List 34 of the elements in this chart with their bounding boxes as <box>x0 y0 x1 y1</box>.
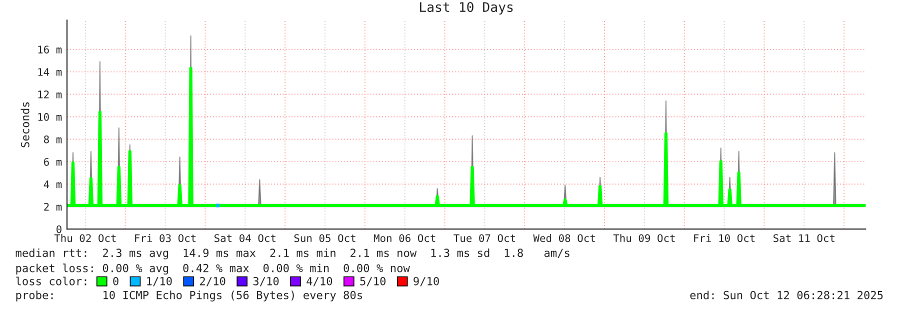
x-tick-label: Fri 10 Oct <box>694 234 755 242</box>
legend-label: 0 <box>113 276 118 286</box>
text: median rtt: 2.3 ms avg 14.9 ms max 2.1 ms min 2.1 ms now 1.3 ms sd 1.8 am/s <box>16 248 570 260</box>
y-tick-label: 12 m <box>38 90 62 98</box>
x-tick-label: Sat 11 Oct <box>774 234 834 242</box>
y-tick-label: 2 m <box>44 202 62 211</box>
text: packet loss: 0.00 % avg 0.42 % max 0.00 % min 0.00 % now <box>16 264 410 275</box>
x-tick-label: Wed 08 Oct <box>533 234 595 242</box>
line-series <box>67 66 866 208</box>
x-tick-label: Thu 02 Oct <box>54 234 116 242</box>
x-tick-label: Mon 06 Oct <box>374 234 436 242</box>
x-tick-label: Fri 03 Oct <box>135 234 196 242</box>
x-tick-label: Sat 04 Oct <box>214 234 276 242</box>
legend-label: 3/10 <box>253 276 279 286</box>
legend-label: 2/10 <box>200 276 226 286</box>
y-tick-label: 10 m <box>38 113 62 121</box>
chart-title: Last 10 Days <box>420 2 513 15</box>
x-tick-label: Tue 07 Oct <box>454 234 516 242</box>
legend-label: 5/10 <box>360 276 386 286</box>
x-tick-label: Thu 09 Oct <box>613 234 675 242</box>
y-axis-title: Seconds <box>20 102 30 148</box>
legend-title: loss color: <box>16 276 86 286</box>
y-tick-label: 4 m <box>44 180 62 188</box>
y-tick-label: 14 m <box>38 68 62 76</box>
y-tick-label: 6 m <box>44 158 62 166</box>
y-tick-label: 0 <box>56 225 62 234</box>
y-tick-label: 16 m <box>38 46 62 54</box>
x-tick-label: Sun 05 Oct <box>294 234 356 242</box>
text: probe: 10 ICMP Echo Pings (56 Bytes) every 80s <box>16 290 362 302</box>
legend-label: 1/10 <box>147 276 172 286</box>
text: end: Sun Oct 12 06:28:21 2025 <box>690 290 883 300</box>
legend-label: 9/10 <box>414 276 439 286</box>
y-tick-label: 8 m <box>44 135 62 144</box>
legend-label: 4/10 <box>306 276 332 286</box>
